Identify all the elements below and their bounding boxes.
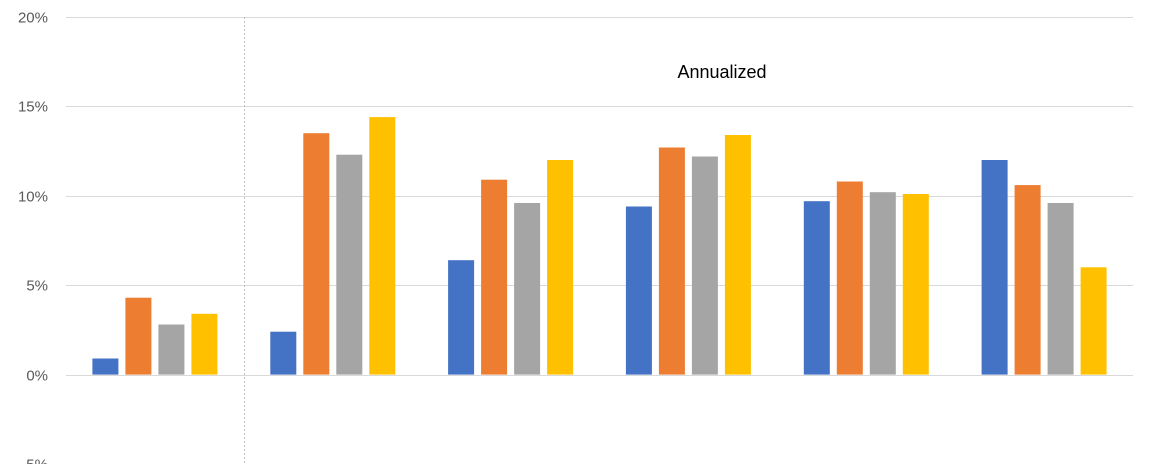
bar <box>724 135 751 375</box>
bar <box>270 331 297 375</box>
bar <box>303 133 330 375</box>
bar <box>981 160 1008 375</box>
y-tick-label: 5% <box>26 278 48 295</box>
y-tick-label: 10% <box>18 189 48 206</box>
bar <box>191 313 218 375</box>
bar <box>158 324 185 375</box>
bar <box>869 192 896 375</box>
bars <box>92 117 1107 375</box>
bar <box>691 156 718 375</box>
bar <box>336 154 363 375</box>
bar <box>1014 185 1041 375</box>
bar <box>92 358 119 375</box>
bar <box>658 147 685 375</box>
gridlines <box>66 17 1133 376</box>
annotation-label: Annualized <box>677 62 766 82</box>
bar <box>625 206 652 375</box>
y-tick-label: 0% <box>26 368 48 385</box>
bar <box>448 260 475 375</box>
bar <box>1080 267 1107 375</box>
y-tick-label: 15% <box>18 99 48 116</box>
bar <box>902 194 929 375</box>
bar <box>1047 203 1074 375</box>
y-axis-tick-labels: -5% 0% 5% 10% 15% 20% <box>18 10 48 464</box>
y-tick-label: 20% <box>18 10 48 27</box>
bar <box>369 117 396 375</box>
annotations: Annualized <box>677 62 766 82</box>
bar <box>803 201 830 375</box>
bar <box>836 181 863 375</box>
bar <box>547 160 574 375</box>
bar <box>481 179 508 375</box>
y-tick-label: -5% <box>21 457 48 464</box>
bar <box>125 297 152 375</box>
bar <box>514 203 541 375</box>
